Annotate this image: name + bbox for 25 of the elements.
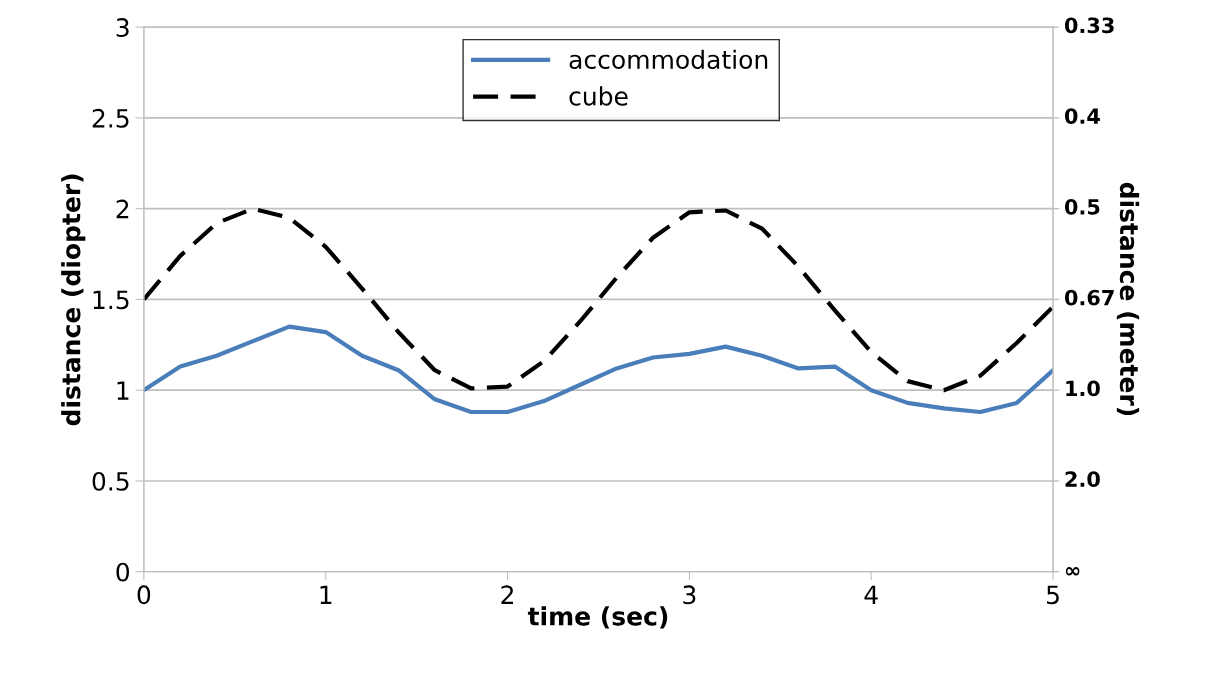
text: 0.4 — [1064, 108, 1100, 124]
text: 0.33 — [1064, 17, 1114, 34]
text: 1.0 — [1066, 380, 1100, 397]
y-tick-label: 3 — [116, 18, 129, 38]
x-tick-label: 4 — [864, 585, 878, 604]
legend-label: cube — [569, 86, 628, 106]
text: 0.67 — [1064, 289, 1114, 306]
y-tick-label: 1 — [117, 381, 129, 400]
x-tick-label: 2 — [501, 585, 513, 604]
text: ∞ — [1065, 566, 1080, 576]
y-tick-label: 2 — [116, 199, 129, 219]
y-tick-label: 0.5 — [92, 471, 129, 491]
x-axis-title: time (sec) — [527, 606, 668, 629]
x-tick-label: 0 — [137, 585, 151, 605]
x-tick-label: 3 — [683, 585, 696, 605]
y-tick-label: 1.5 — [93, 290, 129, 310]
legend-label: accommodation — [569, 49, 768, 70]
x-tick-label: 5 — [1047, 585, 1059, 605]
y-tick-label: 0 — [116, 562, 130, 582]
y-axis-title: distance (diopter) — [61, 174, 86, 426]
y-tick-label: 2.5 — [92, 108, 129, 128]
text: 0.5 — [1064, 198, 1100, 215]
x-tick-label: 1 — [320, 585, 332, 604]
y2-axis-title: distance (meter) — [1116, 182, 1140, 416]
text: 2.0 — [1065, 471, 1100, 487]
